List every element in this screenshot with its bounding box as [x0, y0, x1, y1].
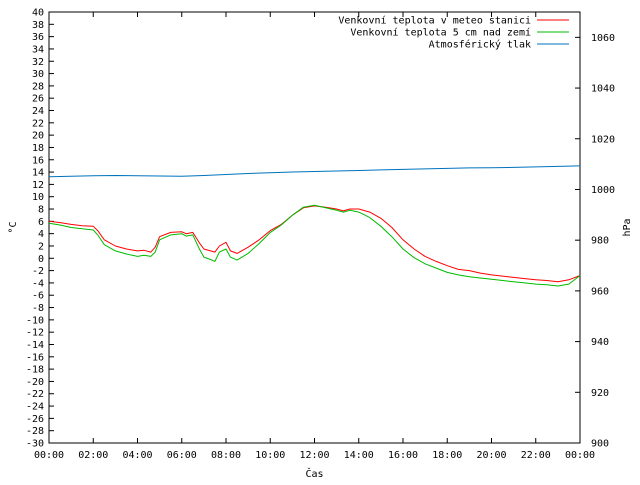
- y-right-tick-label: 1060: [591, 33, 615, 44]
- x-tick-label: 00:00: [565, 450, 595, 461]
- y-left-tick-label: 10: [32, 192, 44, 203]
- series-line-2: [48, 204, 581, 287]
- y-left-tick-label: 34: [32, 44, 44, 55]
- y-left-tick-label: -18: [26, 365, 44, 376]
- y-left-tick-label: -16: [26, 352, 44, 363]
- y-left-tick-label: 40: [32, 8, 44, 19]
- y-right-tick-label: 980: [591, 236, 609, 247]
- y-left-tick-label: 28: [32, 81, 44, 92]
- y-right-tick-label: 1020: [591, 134, 615, 145]
- y-right-tick-label: 920: [591, 388, 609, 399]
- y-left-tick-label: 4: [38, 229, 44, 240]
- y-left-tick-label: 32: [32, 57, 44, 68]
- y-axis-label-left: °C: [8, 221, 19, 233]
- y-left-tick-label: 14: [32, 168, 44, 179]
- y-right-tick-label: 1040: [591, 84, 615, 95]
- legend-label-2: Venkovní teplota 5 cm nad zemí: [350, 27, 531, 39]
- y-left-tick-label: 0: [38, 254, 44, 265]
- x-tick-label: 00:00: [34, 450, 64, 461]
- x-tick-label: 08:00: [211, 450, 241, 461]
- y-left-tick-label: -6: [32, 291, 44, 302]
- y-left-tick-label: 16: [32, 155, 44, 166]
- x-tick-label: 18:00: [432, 450, 462, 461]
- y-right-tick-label: 900: [591, 439, 609, 450]
- x-axis-label: Čas: [305, 467, 323, 480]
- x-tick-label: 12:00: [299, 450, 329, 461]
- x-tick-label: 06:00: [167, 450, 197, 461]
- x-tick-label: 22:00: [521, 450, 551, 461]
- x-tick-label: 20:00: [476, 450, 506, 461]
- y-left-tick-label: -24: [26, 402, 44, 413]
- y-left-tick-label: -28: [26, 426, 44, 437]
- y-left-tick-label: -4: [32, 278, 44, 289]
- y-left-tick-label: -8: [32, 303, 44, 314]
- y-right-tick-label: 960: [591, 286, 609, 297]
- y-left-tick-label: 18: [32, 143, 44, 154]
- y-left-tick-label: -26: [26, 414, 44, 425]
- y-left-tick-label: 8: [38, 205, 44, 216]
- y-left-tick-label: -20: [26, 377, 44, 388]
- plot-frame: [48, 11, 581, 444]
- y-left-tick-label: -2: [32, 266, 44, 277]
- legend: Venkovní teplota v meteo staniciVenkovní…: [338, 15, 569, 51]
- y-right-tick-label: 1000: [591, 185, 615, 196]
- y-left-tick-label: 2: [38, 241, 44, 252]
- y-left-tick-label: -14: [26, 340, 44, 351]
- series-group: [48, 165, 581, 287]
- x-tick-label: 02:00: [78, 450, 108, 461]
- series-line-3: [48, 165, 581, 178]
- y-left-tick-label: -30: [26, 439, 44, 450]
- y-left-tick-label: 20: [32, 131, 44, 142]
- x-tick-label: 16:00: [388, 450, 418, 461]
- y-left-tick-label: 30: [32, 69, 44, 80]
- x-tick-label: 10:00: [255, 450, 285, 461]
- x-tick-label: 14:00: [344, 450, 374, 461]
- y-left-tick-label: 24: [32, 106, 44, 117]
- y-left-tick-label: 36: [32, 32, 44, 43]
- y-right-tick-label: 940: [591, 337, 609, 348]
- y-left-tick-label: 6: [38, 217, 44, 228]
- y-left-tick-label: 26: [32, 94, 44, 105]
- y-axis-label-right: hPa: [622, 218, 633, 236]
- series-line-1: [48, 205, 581, 283]
- y-left-tick-label: 12: [32, 180, 44, 191]
- x-tick-label: 04:00: [122, 450, 152, 461]
- axes: -30-28-26-24-22-20-18-16-14-12-10-8-6-4-…: [8, 8, 633, 481]
- y-left-tick-label: -22: [26, 389, 44, 400]
- legend-label-3: Atmosférický tlak: [429, 39, 531, 51]
- y-left-tick-label: -10: [26, 315, 44, 326]
- y-left-tick-label: 22: [32, 118, 44, 129]
- y-left-tick-label: 38: [32, 20, 44, 31]
- y-left-tick-label: -12: [26, 328, 44, 339]
- legend-label-1: Venkovní teplota v meteo stanici: [338, 15, 531, 27]
